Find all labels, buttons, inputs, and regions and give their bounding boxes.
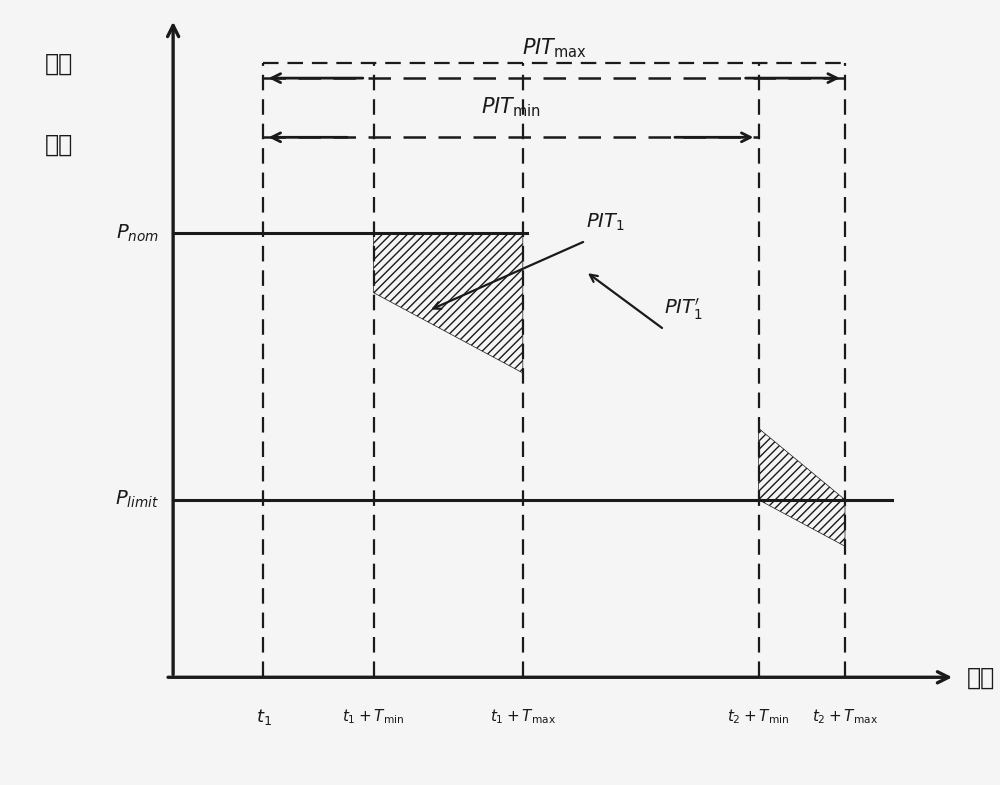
Text: $t_2+T_{\rm min}$: $t_2+T_{\rm min}$ xyxy=(727,706,790,725)
Text: 物理: 物理 xyxy=(45,51,73,75)
Text: 时间: 时间 xyxy=(967,665,995,689)
Text: $t_1$: $t_1$ xyxy=(256,706,271,727)
Text: $PIT_{\rm min}$: $PIT_{\rm min}$ xyxy=(481,95,541,119)
Text: $t_1+T_{\rm max}$: $t_1+T_{\rm max}$ xyxy=(490,706,556,725)
Text: $PIT_1$: $PIT_1$ xyxy=(586,212,624,233)
Text: $t_2+T_{\rm max}$: $t_2+T_{\rm max}$ xyxy=(812,706,878,725)
Text: $PIT_{\rm max}$: $PIT_{\rm max}$ xyxy=(522,36,587,60)
Text: 参数: 参数 xyxy=(45,133,73,157)
Text: $P_{nom}$: $P_{nom}$ xyxy=(116,223,159,244)
Text: $t_1+T_{\rm min}$: $t_1+T_{\rm min}$ xyxy=(342,706,405,725)
Text: $PIT_1'$: $PIT_1'$ xyxy=(664,297,703,322)
Text: $P_{limit}$: $P_{limit}$ xyxy=(115,489,159,510)
